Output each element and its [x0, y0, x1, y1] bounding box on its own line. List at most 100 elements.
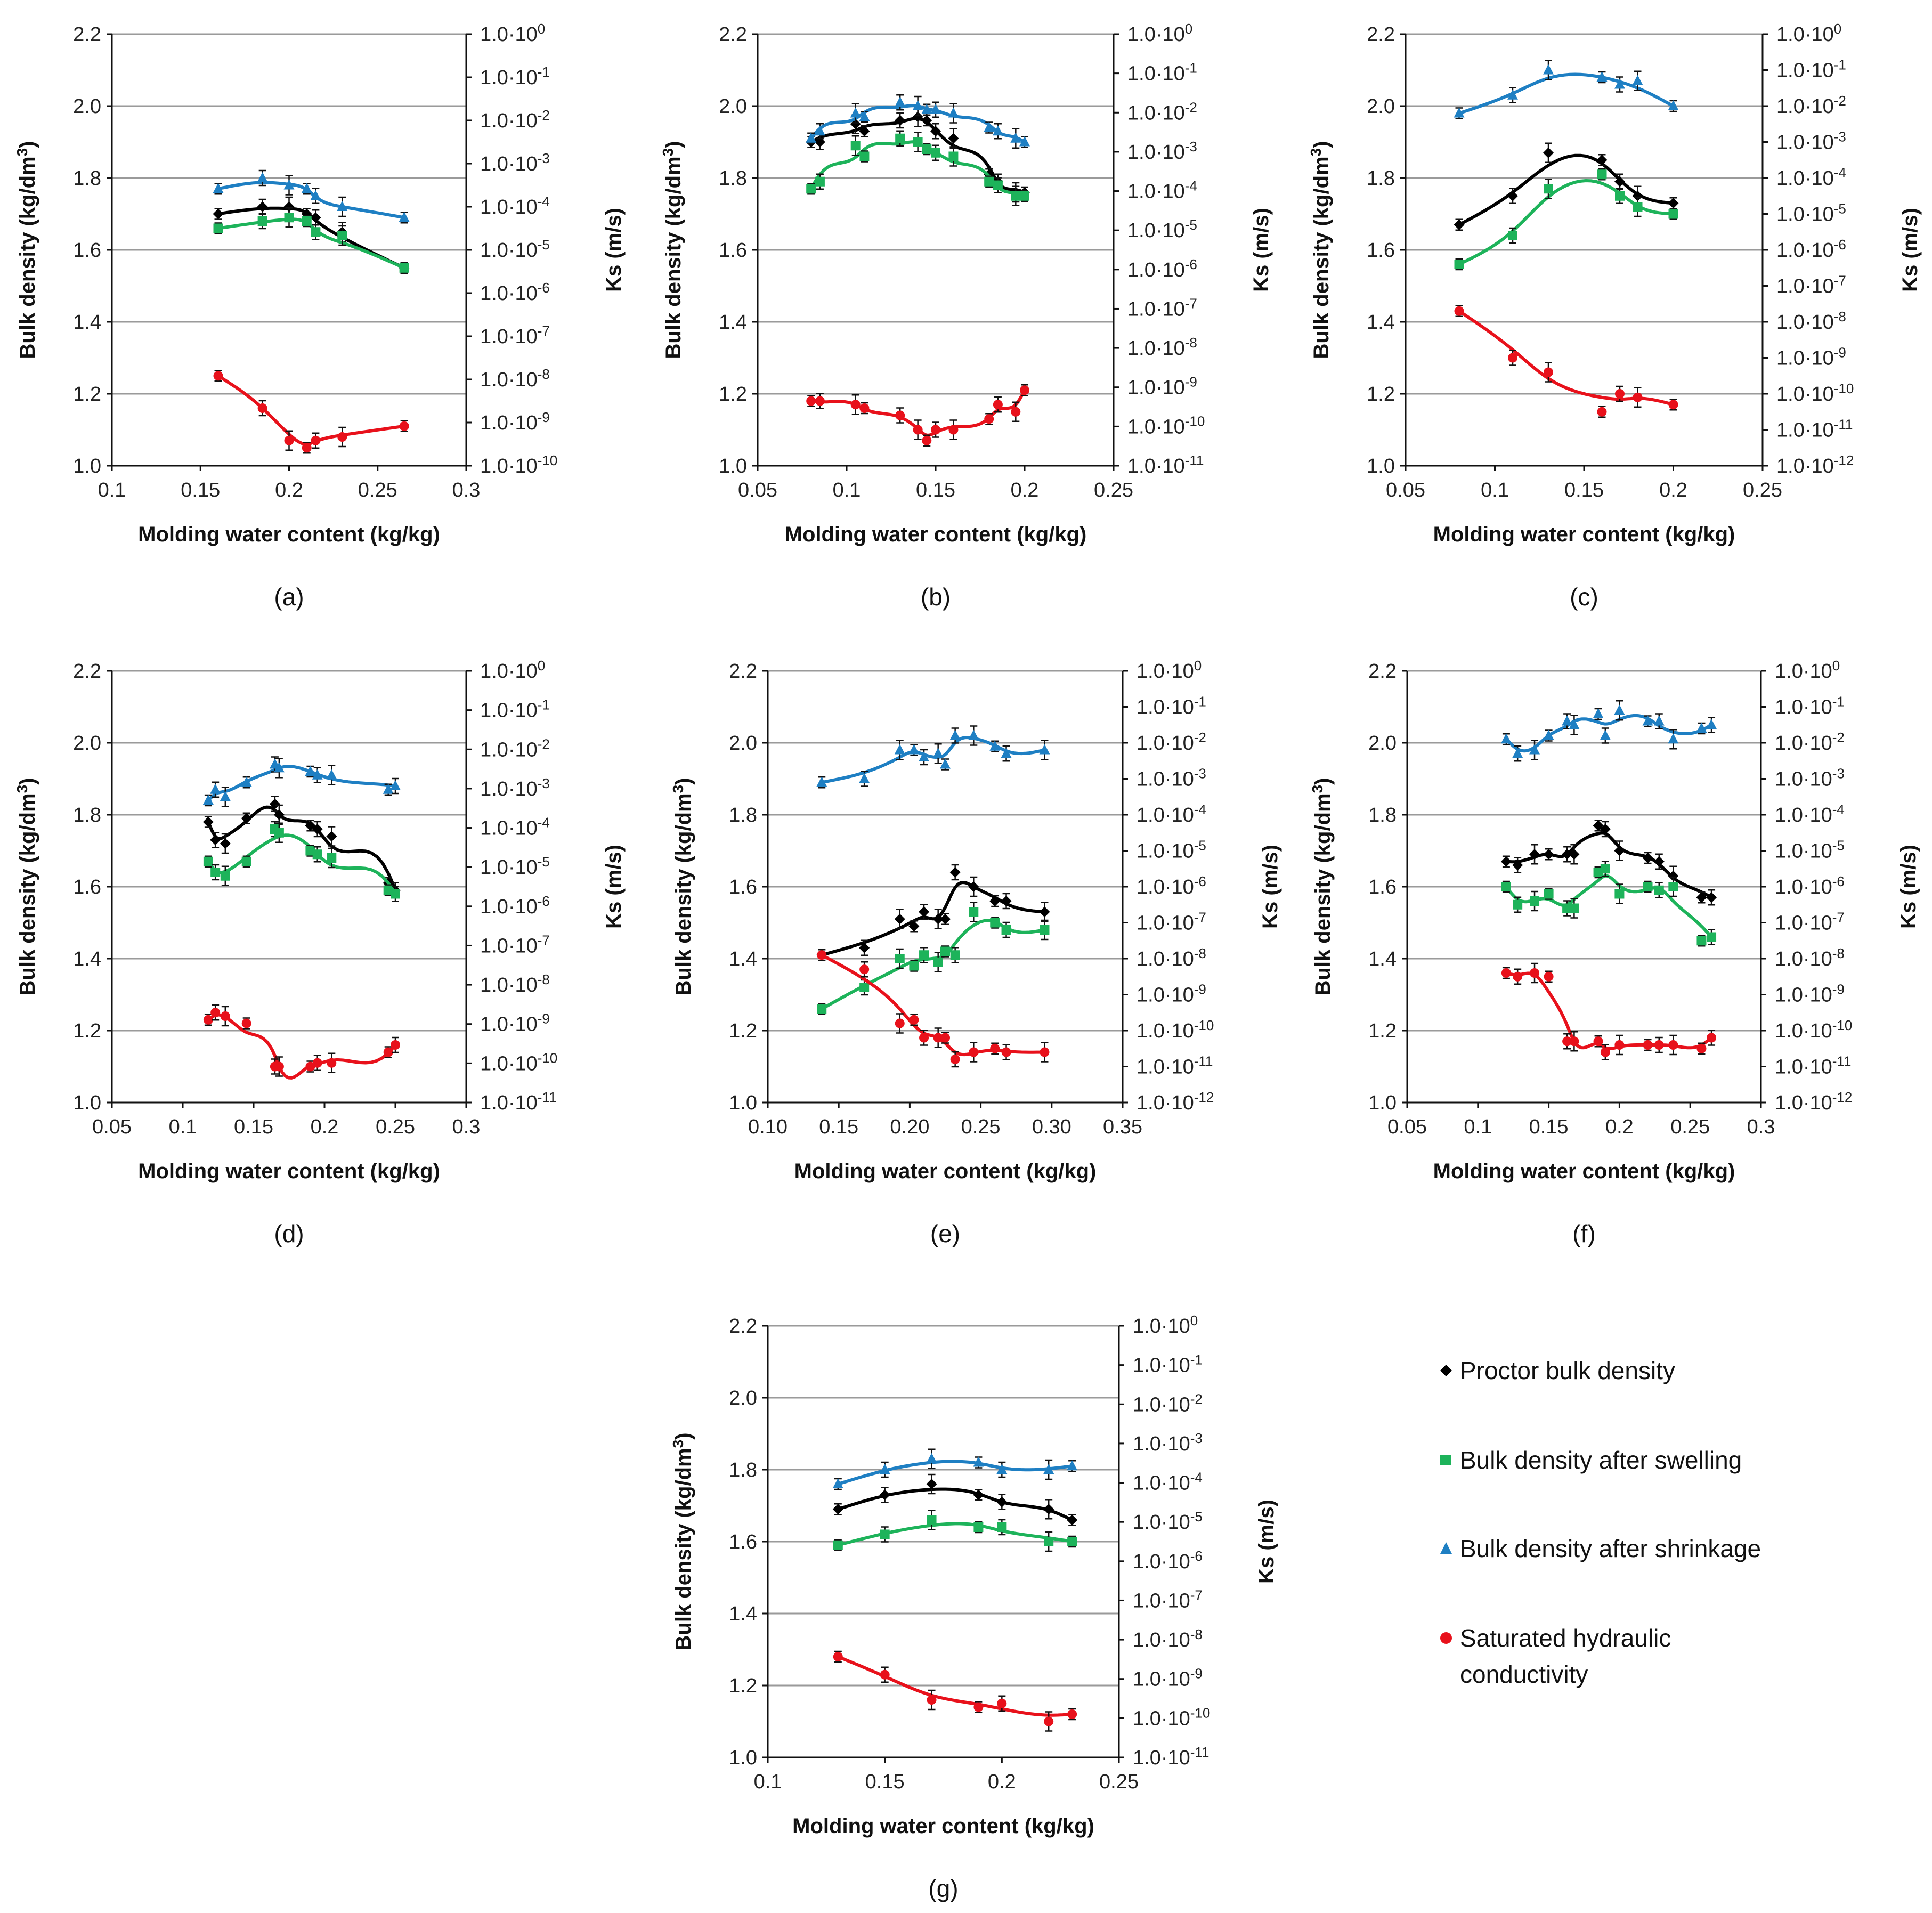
data-point	[383, 783, 394, 794]
y2-tick-label: 1.0·100	[1127, 21, 1192, 46]
x-tick-label: 0.25	[1743, 479, 1782, 501]
series-line	[821, 953, 1045, 1057]
x-tick-label: 0.05	[738, 479, 777, 501]
y2-tick-label: 1.0·10-5	[1137, 838, 1206, 863]
panel-label: (c)	[1570, 583, 1598, 611]
data-point	[399, 212, 410, 222]
data-point	[1668, 733, 1679, 744]
data-point	[1569, 719, 1580, 729]
data-point	[968, 729, 979, 740]
data-point	[1593, 708, 1604, 718]
data-point	[859, 773, 870, 783]
y2-tick-label: 1.0·100	[480, 21, 545, 46]
y2-tick-label: 1.0·100	[480, 658, 545, 683]
y2-tick-label: 1.0·10-9	[1133, 1666, 1203, 1691]
legend-item-shrinkage: Bulk density after shrinkage	[1440, 1535, 1761, 1562]
y2-tick-label: 1.0·10-1	[1775, 694, 1845, 719]
y2-tick-label: 1.0·10-7	[480, 932, 550, 957]
y-tick-label: 1.4	[719, 311, 747, 334]
data-point	[1643, 882, 1653, 891]
data-point	[1544, 367, 1553, 377]
y-tick-label: 1.4	[729, 1603, 757, 1625]
data-point	[283, 179, 295, 190]
data-point	[895, 115, 906, 126]
y2-tick-label: 1.0·10-2	[1133, 1391, 1203, 1416]
data-point	[1706, 719, 1717, 729]
y-tick-label: 1.6	[729, 1531, 757, 1553]
data-point	[1530, 968, 1540, 978]
y2-tick-label: 1.0·10-10	[1127, 413, 1205, 438]
series-line	[1505, 714, 1712, 753]
y2-tick-label: 1.0·10-12	[1137, 1089, 1214, 1114]
x-tick-label: 0.3	[452, 479, 481, 501]
data-point	[312, 849, 322, 860]
data-point	[1543, 729, 1554, 740]
x-tick-label: 0.05	[92, 1116, 132, 1138]
series-line	[207, 765, 396, 802]
y2-tick-label: 1.0·10-5	[1776, 201, 1846, 226]
y-tick-label: 1.8	[719, 167, 747, 190]
data-point	[391, 889, 400, 899]
series-line	[1506, 971, 1712, 1050]
y-tick-label: 1.6	[719, 239, 747, 262]
data-point	[257, 201, 268, 212]
data-point	[1562, 1036, 1572, 1047]
data-point	[284, 213, 294, 223]
y2-tick-label: 1.0·10-2	[1776, 93, 1846, 118]
legend-item-proctor: Proctor bulk density	[1440, 1357, 1675, 1384]
data-point	[1562, 715, 1573, 726]
series-line	[1458, 310, 1674, 407]
data-point	[1593, 820, 1604, 831]
data-point	[1668, 400, 1678, 410]
data-point	[390, 780, 401, 790]
data-point	[220, 1011, 230, 1021]
chart-panel: 1.01.21.41.61.82.02.20.1 0.15 0.2 0.25 0.31.…	[14, 21, 626, 611]
data-point	[311, 435, 321, 445]
panel-label: (b)	[921, 583, 951, 611]
data-point	[919, 751, 930, 761]
y2-tick-label: 1.0·100	[1775, 658, 1840, 683]
data-point	[1706, 892, 1717, 903]
series-line	[207, 833, 397, 895]
y2-tick-label: 1.0·10-7	[1127, 295, 1197, 320]
data-point	[931, 425, 940, 435]
y-tick-label: 1.8	[1368, 804, 1397, 826]
y2-tick-label: 1.0·10-8	[1137, 945, 1206, 970]
y2-tick-label: 1.0·10-7	[480, 323, 550, 348]
y-tick-label: 1.8	[729, 804, 757, 826]
y2-tick-label: 1.0·10-12	[1775, 1089, 1852, 1114]
data-point	[399, 263, 409, 273]
data-point	[1001, 896, 1012, 906]
data-point	[948, 133, 959, 144]
legend-marker-triangle	[1440, 1542, 1452, 1554]
data-point	[213, 223, 223, 233]
data-point	[213, 208, 224, 220]
data-point	[859, 983, 870, 992]
y-axis-title: Bulk density (kg/dm3)	[1308, 141, 1333, 359]
data-point	[895, 96, 906, 107]
y2-tick-label: 1.0·10-4	[1776, 165, 1846, 190]
data-point	[879, 1464, 890, 1474]
data-point	[880, 1529, 890, 1539]
y-tick-label: 1.2	[73, 383, 101, 406]
y-tick-label: 1.4	[729, 948, 757, 970]
y-tick-label: 1.6	[1367, 239, 1395, 262]
data-point	[1614, 889, 1625, 899]
y2-tick-label: 1.0·10-2	[1775, 729, 1845, 755]
x-tick-label: 0.35	[1103, 1116, 1142, 1138]
y-tick-label: 2.2	[1368, 660, 1397, 683]
y2-tick-label: 1.0·10-6	[1137, 873, 1206, 898]
data-point	[1707, 932, 1717, 942]
data-point	[399, 421, 409, 431]
y-tick-label: 1.2	[1367, 383, 1395, 406]
data-point	[1529, 849, 1540, 860]
y2-tick-label: 1.0·10-11	[480, 1089, 556, 1114]
data-point	[859, 111, 870, 121]
data-point	[1043, 1464, 1054, 1474]
y2-tick-label: 1.0·10-6	[480, 280, 550, 305]
data-point	[933, 1033, 943, 1043]
y2-tick-label: 1.0·10-5	[480, 854, 550, 879]
data-point	[203, 1015, 213, 1025]
data-point	[1501, 968, 1511, 978]
y2-tick-label: 1.0·10-3	[1776, 129, 1846, 154]
